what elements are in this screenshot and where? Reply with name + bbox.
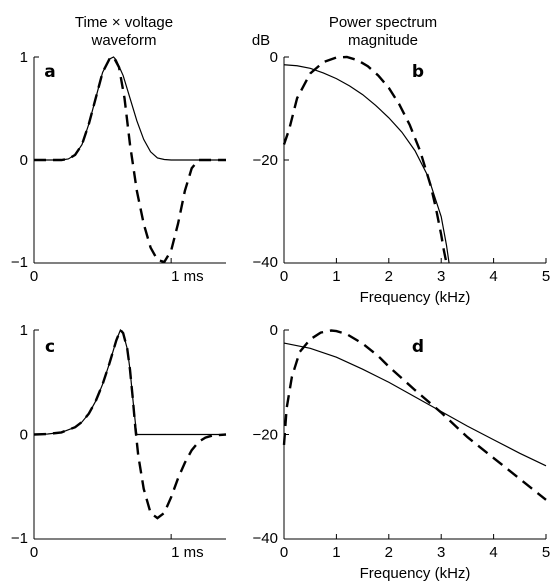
left-header-line1: Time × voltage xyxy=(75,14,173,31)
panel-c: 10−10 1 msc xyxy=(11,322,227,561)
y-tick-label: −20 xyxy=(253,152,278,169)
x-tick-label: 4 xyxy=(489,268,497,285)
y-tick-label: 1 xyxy=(20,49,28,66)
y-tick-label: 1 xyxy=(20,322,28,339)
x-tick-label: 0 xyxy=(280,544,288,561)
panel-a: 10−10 1 msa xyxy=(11,49,226,285)
y-tick-label: 0 xyxy=(270,49,278,66)
panel-label: a xyxy=(44,62,55,82)
x-tick-label: 4 xyxy=(489,544,497,561)
series-solid-line xyxy=(283,342,547,467)
panel-label: b xyxy=(412,62,424,82)
series-dashed-line xyxy=(282,55,448,264)
x-tick-label: 1 xyxy=(332,544,340,561)
x-tick-label: 1 ms xyxy=(171,544,204,561)
series-dashed-line xyxy=(282,329,547,501)
x-tick-label: 5 xyxy=(542,544,550,561)
x-tick-label: 0 xyxy=(280,268,288,285)
x-tick-label: 1 xyxy=(332,268,340,285)
right-header-line1: Power spectrum xyxy=(329,14,437,31)
series-dashed-line xyxy=(33,327,227,520)
x-tick-label: 5 xyxy=(542,268,550,285)
x-tick-label: 2 xyxy=(385,544,393,561)
y-tick-label: −1 xyxy=(11,530,28,547)
left-header-line2: waveform xyxy=(90,32,156,49)
y-tick-label: −40 xyxy=(253,530,278,547)
y-tick-label: 0 xyxy=(270,322,278,339)
y-tick-label: −1 xyxy=(11,254,28,271)
panel-label: d xyxy=(412,337,424,357)
right-header-line2: magnitude xyxy=(348,32,418,49)
y-tick-label: −20 xyxy=(253,427,278,444)
y-tick-label: −40 xyxy=(253,254,278,271)
panel-label: c xyxy=(45,337,55,357)
x-tick-label: 3 xyxy=(437,268,445,285)
series-solid-line xyxy=(33,328,226,436)
x-tick-label: 2 xyxy=(385,268,393,285)
x-axis-label: Frequency (kHz) xyxy=(360,565,471,582)
y-tick-label: 0 xyxy=(20,152,28,169)
x-tick-label: 1 ms xyxy=(171,268,204,285)
y-tick-label: 0 xyxy=(20,427,28,444)
series-dashed-line xyxy=(34,55,226,264)
x-axis-label: Frequency (kHz) xyxy=(360,289,471,306)
db-label: dB xyxy=(252,32,270,49)
x-tick-label: 0 xyxy=(30,544,38,561)
x-tick-label: 0 xyxy=(30,268,38,285)
x-tick-label: 3 xyxy=(437,544,445,561)
